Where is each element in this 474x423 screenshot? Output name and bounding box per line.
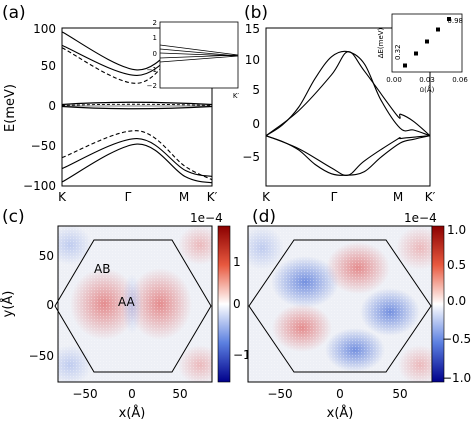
panel-b-inset-point — [403, 63, 407, 68]
panel-b-inset-point — [425, 39, 429, 44]
panel-b-ytick: −5 — [242, 150, 260, 164]
panel-b-inset-ylabel: ΔE(meV) — [377, 27, 385, 58]
panel-d-label: (d) — [252, 207, 276, 227]
panel-b-xtick: M — [393, 190, 403, 204]
panel-c-colorbar-tick: 1 — [233, 255, 241, 269]
panel-b-inset-xtick: 0.00 — [386, 76, 402, 84]
panel-b-ytick: 10 — [245, 53, 260, 67]
panel-a-band-line — [61, 130, 213, 181]
panel-b: (b) 15 10 5 0 −5 K Γ M K′ ΔE(meV) ū(Å) 0… — [242, 3, 468, 204]
panel-d-colorbar-tick: 0.0 — [447, 294, 466, 308]
panel-a-yticks: 100 50 0 −50 −100 — [23, 22, 56, 193]
panel-c-label: (c) — [2, 207, 25, 227]
panel-a-flatband — [61, 101, 213, 110]
panel-c-ytick: −50 — [29, 349, 54, 363]
panel-a-inset-ytick: −1 — [147, 66, 157, 74]
panel-a-ytick: 100 — [33, 22, 56, 36]
panel-b-inset-ytick: 0.32 — [394, 44, 402, 60]
panel-a-lines — [61, 30, 213, 184]
panel-d-colorbar-scale: 1e−4 — [404, 211, 437, 225]
panel-c-xtick: 50 — [172, 387, 187, 401]
panel-a-inset-ytick: 2 — [153, 19, 157, 27]
panel-d-colorbar-tick: −1.0 — [442, 371, 471, 385]
panel-c-annotation-ab: AB — [94, 262, 110, 276]
panel-a-ylabel: E(meV) — [3, 84, 18, 132]
panel-b-inset-xtick: 0.06 — [452, 76, 468, 84]
panel-c: (c) AB AA y(Å) 50 0 −50 −50 0 50 x(Å) 1e… — [0, 207, 251, 421]
panel-a-inset: 2 1 0 −1 −2 K′ — [147, 19, 240, 100]
panel-a-frame — [61, 27, 213, 187]
panel-b-xticks: K Γ M K′ — [262, 190, 436, 204]
panel-c-ytick: 0 — [46, 298, 54, 312]
panel-b-yticks: 15 10 5 0 −5 — [242, 22, 260, 164]
panel-b-band-line — [265, 135, 431, 176]
panel-c-xtick: −50 — [72, 387, 97, 401]
panel-c-colorbar-scale: 1e−4 — [190, 211, 223, 225]
panel-a-label: (a) — [2, 3, 26, 23]
panel-a-xtick: K — [58, 190, 67, 204]
panel-c-hexagon — [54, 239, 212, 373]
panel-b-lines — [265, 50, 431, 176]
panel-d-xtick: 0 — [336, 387, 344, 401]
panel-c-heatmap — [58, 226, 212, 382]
panel-a-band-line — [61, 143, 213, 184]
panel-b-band-line — [265, 135, 431, 176]
panel-b-ytick: 15 — [245, 22, 260, 36]
panel-c-colorbar-tick: −1 — [233, 348, 251, 362]
panel-c-ytick: 50 — [39, 249, 54, 263]
panel-b-frame — [265, 27, 431, 187]
panel-a-inset-xlabel: K′ — [233, 92, 240, 100]
panel-b-xtick: K — [262, 190, 271, 204]
panel-b-label: (b) — [244, 3, 268, 23]
panel-c-xtick: 0 — [128, 387, 136, 401]
panel-c-frame — [57, 225, 213, 383]
panel-c-annotation-aa: AA — [118, 295, 136, 309]
panel-a: (a) E(meV) 100 50 0 −50 −100 K Γ M K′ 2 … — [2, 3, 239, 204]
panel-a-ytick: 50 — [41, 59, 56, 73]
panel-b-xtick: Γ — [331, 190, 338, 204]
panel-d-heatmap — [248, 226, 432, 382]
panel-b-inset-ytick: 0.98 — [447, 17, 463, 25]
panel-a-ytick: 0 — [48, 99, 56, 113]
panel-a-xtick: M — [179, 190, 189, 204]
panel-b-ytick: 5 — [252, 83, 260, 97]
panel-b-ytick: 0 — [252, 117, 260, 131]
panel-b-inset-points — [403, 17, 451, 68]
panel-a-inset-ytick: 1 — [153, 34, 157, 42]
panel-a-xticks: K Γ M K′ — [58, 190, 218, 204]
panel-b-inset-xlabel: ū(Å) — [420, 85, 435, 94]
panel-a-inset-ytick: −2 — [147, 82, 157, 90]
panel-b-inset-point — [436, 27, 440, 32]
panel-d-xlabel: x(Å) — [327, 405, 354, 421]
panel-b-inset-point — [414, 51, 418, 56]
panel-c-ylabel: y(Å) — [0, 291, 16, 318]
panel-b-inset-point — [447, 17, 451, 21]
panel-b-xtick: K′ — [425, 190, 436, 204]
panel-c-xlabel: x(Å) — [119, 405, 146, 421]
panel-a-inset-ytick: 0 — [153, 50, 157, 58]
panel-d-xtick: −50 — [267, 387, 292, 401]
panel-d: (d) −50 0 50 x(Å) 1e−4 1.0 0.5 0.0 −0.5 … — [247, 207, 471, 421]
panel-a-xtick: Γ — [125, 190, 132, 204]
panel-d-colorbar-tick: 0.5 — [447, 258, 466, 272]
panel-a-ytick: −50 — [31, 139, 56, 153]
panel-c-colorbar-tick: 0 — [233, 297, 241, 311]
panel-a-ytick: −100 — [23, 179, 56, 193]
panel-d-colorbar-tick: −0.5 — [442, 332, 471, 346]
panel-b-inset-xtick: 0.03 — [419, 76, 435, 84]
panel-a-xtick: K′ — [207, 190, 218, 204]
panel-c-colorbar — [217, 225, 231, 383]
panel-b-inset: ΔE(meV) ū(Å) 0.00 0.03 0.06 0.98 0.32 — [377, 13, 468, 94]
panel-d-colorbar — [431, 225, 445, 383]
panel-d-colorbar-tick: 1.0 — [447, 223, 466, 237]
panel-d-xtick: 50 — [392, 387, 407, 401]
panel-d-hexagon — [248, 239, 432, 373]
panel-b-band-line — [265, 51, 431, 137]
